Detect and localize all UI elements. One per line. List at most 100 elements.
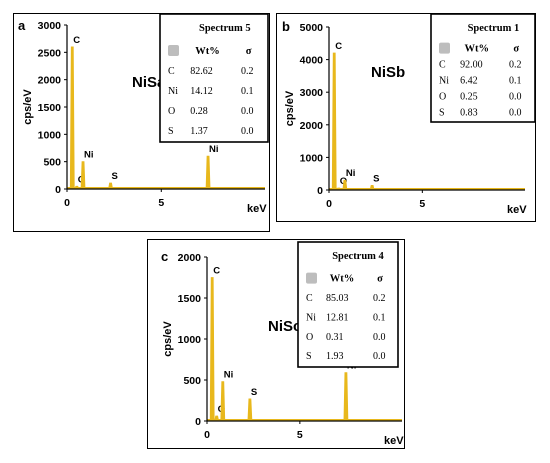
peak-label: S xyxy=(112,171,118,182)
peak-label: C xyxy=(335,41,342,52)
sample-label: NiSc xyxy=(268,318,301,335)
element-icon xyxy=(306,272,317,284)
x-tick-label: 5 xyxy=(158,197,164,209)
sample-label: NiSb xyxy=(371,64,405,81)
peak-label: C xyxy=(213,266,220,277)
spectrum-peak xyxy=(331,52,337,191)
x-tick-label: 5 xyxy=(419,198,425,210)
composition-table: Spectrum 4 Wt% σ C 85.03 0.2 Ni 12.81 0.1 O 0.31 0.… xyxy=(297,241,399,368)
y-axis-label: cps/eV xyxy=(284,90,296,126)
table-header-sigma: σ xyxy=(246,46,252,57)
spectrum-peak xyxy=(209,277,215,422)
table-cell-element: O xyxy=(306,332,313,343)
panel-letter: a xyxy=(18,18,26,33)
table-cell-element: O xyxy=(168,106,175,117)
table-cell-sigma: 0.2 xyxy=(509,60,522,71)
table-header-sigma: σ xyxy=(513,44,519,55)
table-cell-element: Ni xyxy=(306,312,316,323)
spectrum-panel-a: a cps/eV 0 500 1000 1500 2000 2500 3000 0 5 keV C O Ni… xyxy=(13,13,270,232)
spectrum-chart: ccps/eV050010001500200005keVCONiSNiNiScS… xyxy=(161,241,404,447)
x-tick-label: 0 xyxy=(204,429,210,441)
x-axis-label: keV xyxy=(384,435,404,447)
peak-label: Ni xyxy=(346,168,356,179)
table-header-wt: Wt% xyxy=(195,46,220,57)
table-header-sigma: σ xyxy=(377,274,383,285)
peak-label: Ni xyxy=(84,150,94,161)
table-cell-element: S xyxy=(306,351,312,362)
table-cell-wt: 85.03 xyxy=(326,293,349,304)
table-cell-sigma: 0.0 xyxy=(509,92,522,103)
table-cell-sigma: 0.0 xyxy=(373,351,386,362)
peak-label: S xyxy=(373,173,379,184)
spectrum-peak xyxy=(343,372,349,422)
table-cell-wt: 0.28 xyxy=(190,106,207,117)
chart-axes xyxy=(206,257,402,422)
table-cell-sigma: 0.0 xyxy=(241,126,254,137)
table-cell-sigma: 0.1 xyxy=(241,86,254,97)
table-cell-wt: 12.81 xyxy=(326,312,349,323)
y-tick-label: 4000 xyxy=(300,55,324,67)
y-tick-label: 3000 xyxy=(38,20,62,32)
spectrum-panel-c: ccps/eV050010001500200005keVCONiSNiNiScS… xyxy=(147,239,405,449)
sample-label: NiSa xyxy=(132,74,166,91)
y-tick-label: 2000 xyxy=(300,120,324,132)
table-cell-wt: 1.93 xyxy=(326,351,344,362)
x-axis-label: keV xyxy=(247,203,267,215)
spectrum-peak xyxy=(69,46,75,190)
x-tick-label: 5 xyxy=(297,429,303,441)
y-tick-label: 0 xyxy=(317,185,323,197)
table-cell-sigma: 0.2 xyxy=(241,66,254,77)
x-axis-label: keV xyxy=(507,204,527,216)
table-cell-wt: 0.31 xyxy=(326,332,344,343)
table-cell-wt: 92.00 xyxy=(460,60,483,71)
table-cell-sigma: 0.0 xyxy=(509,108,522,119)
table-cell-wt: 14.12 xyxy=(190,86,212,97)
spectrum-peak xyxy=(369,185,375,191)
y-tick-label: 1500 xyxy=(38,102,62,114)
y-tick-label: 1000 xyxy=(300,152,324,164)
table-cell-element: C xyxy=(168,66,175,77)
y-tick-label: 5000 xyxy=(300,22,324,34)
y-tick-label: 1000 xyxy=(38,129,62,141)
table-cell-wt: 0.25 xyxy=(460,92,478,103)
spectrum-peak xyxy=(205,155,211,190)
table-cell-wt: 1.37 xyxy=(190,126,207,137)
table-cell-element: C xyxy=(439,60,446,71)
table-title: Spectrum 4 xyxy=(332,251,384,262)
y-tick-label: 2500 xyxy=(38,47,62,59)
y-tick-label: 500 xyxy=(43,157,61,169)
chart-axes xyxy=(328,27,525,191)
peak-label: S xyxy=(251,387,257,398)
element-icon xyxy=(168,45,179,56)
composition-table: Spectrum 5 Wt% σ C 82.62 0.2 Ni 14.12 0.1 O 0.28 0.… xyxy=(159,13,269,143)
y-axis-label: cps/eV xyxy=(162,321,174,357)
table-cell-element: S xyxy=(168,126,174,137)
spectrum-peak xyxy=(214,415,220,422)
table-cell-sigma: 0.0 xyxy=(373,332,386,343)
table-cell-element: Ni xyxy=(168,86,178,97)
composition-table: Spectrum 1 Wt% σ C 92.00 0.2 Ni 6.42 0.1 O 0.25 0.0… xyxy=(430,13,536,123)
table-cell-sigma: 0.1 xyxy=(373,312,386,323)
spectrum-peak xyxy=(342,179,348,191)
table-cell-sigma: 0.2 xyxy=(373,293,386,304)
table-title: Spectrum 1 xyxy=(468,23,520,34)
spectrum-chart: a cps/eV 0 500 1000 1500 2000 2500 3000 0 5 keV C O Ni… xyxy=(18,13,269,215)
element-icon xyxy=(439,42,450,54)
table-cell-wt: 82.62 xyxy=(190,66,212,77)
y-tick-label: 0 xyxy=(195,416,201,428)
peak-label: Ni xyxy=(209,144,219,155)
table-cell-element: O xyxy=(439,92,446,103)
spectrum-peak xyxy=(108,182,114,190)
spectrum-panel-b: b cps/eV 0 1000 2000 3000 4000 5000 0 5 keV C O Ni S Ni… xyxy=(276,13,536,222)
y-tick-label: 2000 xyxy=(178,252,202,264)
table-cell-element: S xyxy=(439,108,445,119)
table-cell-wt: 0.83 xyxy=(460,108,478,119)
table-cell-wt: 6.42 xyxy=(460,76,478,87)
x-tick-label: 0 xyxy=(64,197,70,209)
y-axis-label: cps/eV xyxy=(22,89,34,125)
spectrum-peak xyxy=(247,398,253,422)
chart-axes xyxy=(66,25,265,190)
x-tick-label: 0 xyxy=(326,198,332,210)
y-tick-label: 1500 xyxy=(178,293,202,305)
table-cell-element: C xyxy=(306,293,313,304)
